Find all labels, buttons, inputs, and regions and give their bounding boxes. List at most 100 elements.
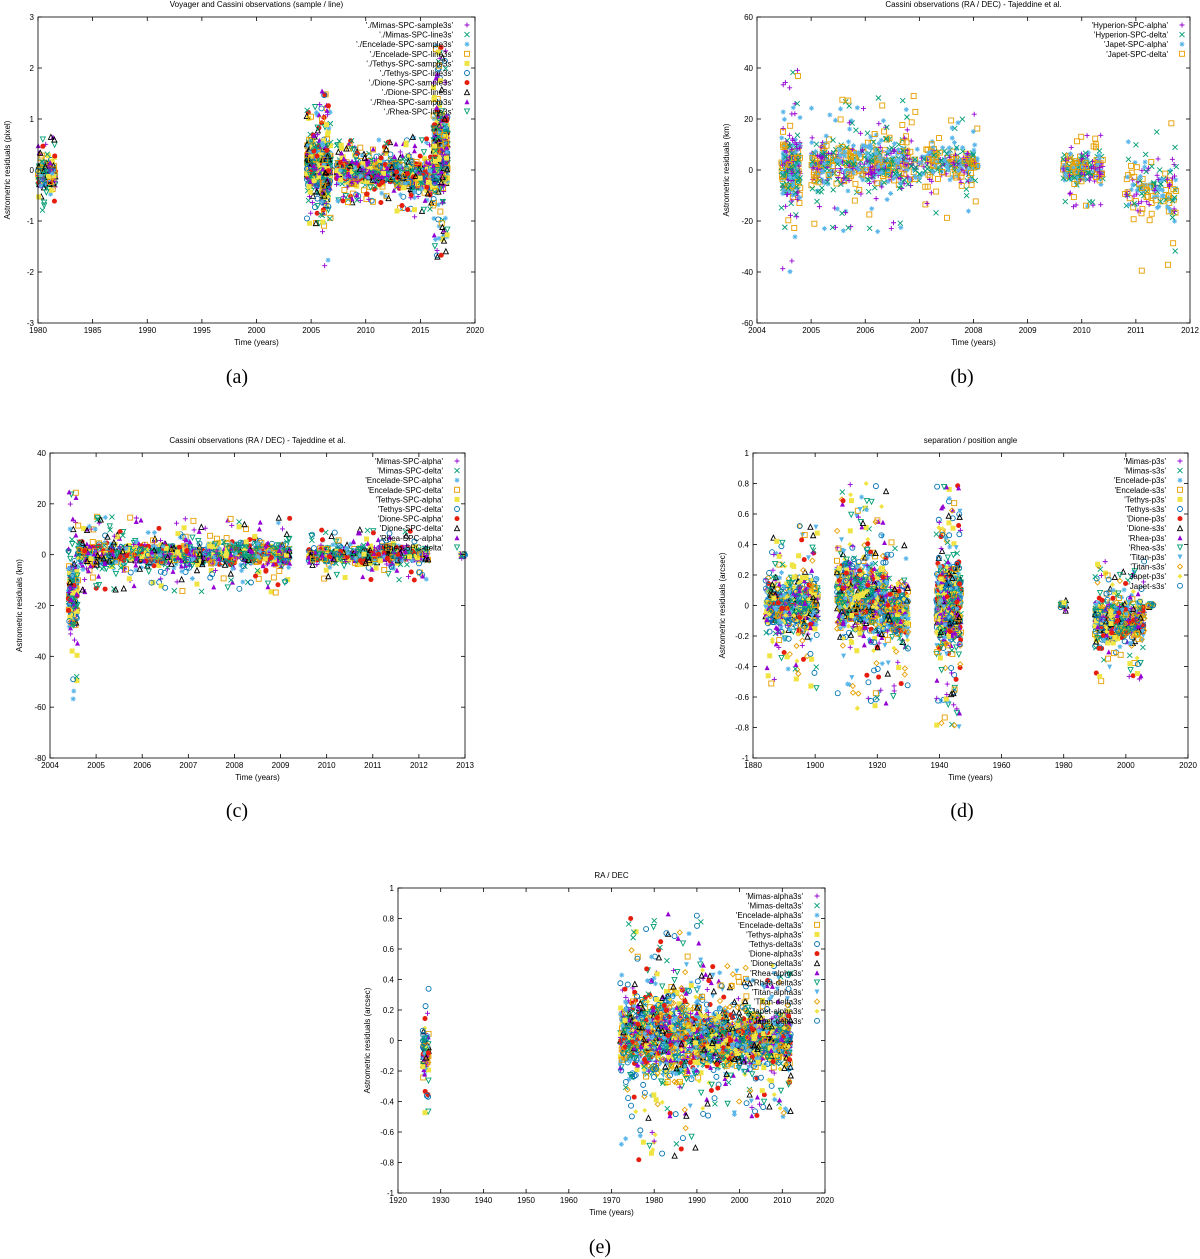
x-tick-label: 2012 <box>1181 326 1199 335</box>
data-point <box>798 115 803 120</box>
data-point <box>320 199 325 204</box>
data-point <box>418 154 423 159</box>
data-point <box>940 145 945 150</box>
x-tick-label: 1995 <box>193 326 211 335</box>
data-point <box>1160 194 1165 199</box>
data-point <box>786 218 791 223</box>
data-point <box>312 178 317 183</box>
data-point <box>412 190 417 195</box>
data-point <box>794 214 799 219</box>
data-point <box>780 266 785 271</box>
data-point <box>971 148 976 153</box>
data-point <box>339 143 344 148</box>
data-point <box>814 142 819 147</box>
data-point <box>833 118 838 123</box>
x-tick-label: 2006 <box>856 326 874 335</box>
data-point <box>790 70 795 75</box>
data-point <box>1063 199 1068 204</box>
data-point <box>788 213 793 218</box>
data-point <box>908 149 913 154</box>
data-point <box>972 142 977 147</box>
data-point <box>1098 202 1103 207</box>
legend-marker <box>465 90 470 95</box>
data-point <box>345 200 350 205</box>
x-tick-label: 2015 <box>411 326 429 335</box>
data-point <box>424 136 429 141</box>
data-point <box>405 171 410 176</box>
data-point <box>320 220 325 225</box>
data-point <box>853 181 858 186</box>
data-point <box>1129 163 1134 168</box>
data-point <box>885 197 890 202</box>
data-point <box>847 103 852 108</box>
data-point <box>846 225 851 230</box>
data-point <box>444 150 449 155</box>
data-point <box>789 258 794 263</box>
y-tick-label: -2 <box>27 268 35 277</box>
data-point <box>412 148 417 153</box>
data-points <box>779 68 1179 274</box>
data-point <box>412 207 417 212</box>
data-point <box>1131 217 1136 222</box>
legend-label: './Dione-SPC-sample3s' <box>369 79 454 88</box>
x-axis-label: Time (years) <box>234 338 279 347</box>
data-point <box>308 211 313 216</box>
y-tick-label: -40 <box>741 268 753 277</box>
data-point <box>966 209 971 214</box>
data-point <box>875 229 880 234</box>
data-point <box>840 211 845 216</box>
data-point <box>1098 133 1103 138</box>
data-point <box>975 126 980 131</box>
y-tick-label: -3 <box>27 319 35 328</box>
data-point <box>1071 195 1076 200</box>
x-tick-label: 1985 <box>84 326 102 335</box>
data-point <box>1093 136 1098 141</box>
data-point <box>424 185 429 190</box>
data-point <box>964 193 969 198</box>
data-point <box>838 117 843 122</box>
data-point <box>338 177 343 182</box>
x-tick-label: 2011 <box>1127 326 1145 335</box>
data-point <box>438 209 443 214</box>
y-tick-label: -1 <box>27 217 35 226</box>
data-point <box>782 225 787 230</box>
data-point <box>1139 268 1144 273</box>
data-point <box>900 122 905 127</box>
data-point <box>791 105 796 110</box>
data-point <box>50 171 55 176</box>
data-point <box>348 138 353 143</box>
data-point <box>398 149 403 154</box>
data-point <box>379 191 384 196</box>
data-point <box>405 207 410 212</box>
data-point <box>338 168 343 173</box>
data-point <box>864 151 869 156</box>
data-point <box>1156 204 1161 209</box>
data-point <box>418 176 423 181</box>
data-point <box>324 122 329 127</box>
data-point <box>930 169 935 174</box>
data-point <box>1173 249 1178 254</box>
data-point <box>322 263 327 268</box>
y-tick-label: 3 <box>30 13 35 22</box>
data-point <box>397 164 402 169</box>
data-point <box>797 195 802 200</box>
data-point <box>52 154 57 159</box>
data-point <box>968 177 973 182</box>
data-point <box>353 166 358 171</box>
data-point <box>308 190 313 195</box>
data-point <box>359 173 364 178</box>
data-point <box>1163 171 1168 176</box>
data-point <box>412 143 417 148</box>
data-point <box>1143 152 1148 157</box>
data-point <box>915 147 920 152</box>
chart-title: Cassini observations (RA / DEC) - Tajedd… <box>885 0 1061 9</box>
data-point <box>313 105 318 110</box>
data-point <box>324 148 329 153</box>
data-point <box>842 153 847 158</box>
data-point <box>789 201 794 206</box>
data-point <box>378 200 383 205</box>
data-point <box>827 112 832 117</box>
data-point <box>904 107 909 112</box>
data-point <box>960 117 965 122</box>
data-point <box>874 151 879 156</box>
